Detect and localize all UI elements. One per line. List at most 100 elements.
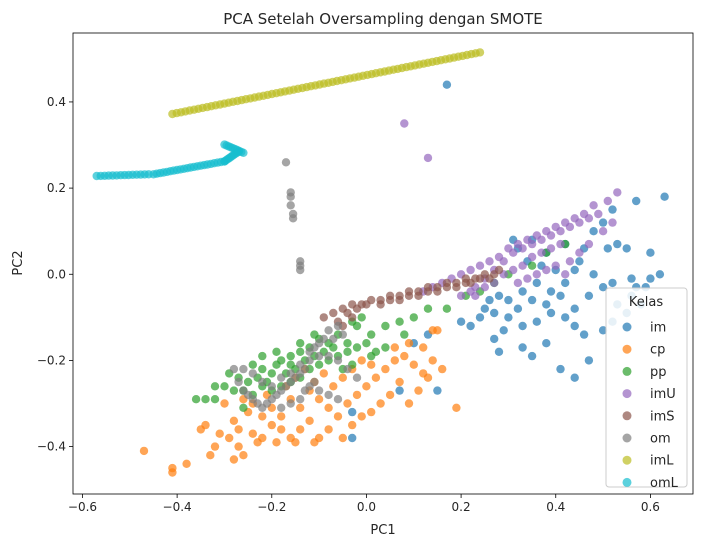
point-imU xyxy=(598,227,608,236)
point-cp xyxy=(452,403,461,412)
series-imU xyxy=(400,119,622,300)
point-pp xyxy=(329,343,338,352)
series-imS xyxy=(319,265,504,331)
point-pp xyxy=(343,339,352,348)
point-pp xyxy=(362,339,371,348)
point-cp xyxy=(381,364,390,374)
point-cp xyxy=(329,382,338,391)
point-imS xyxy=(376,300,385,309)
point-im xyxy=(532,278,541,288)
point-imU xyxy=(499,257,508,266)
point-im xyxy=(527,351,537,361)
point-cp xyxy=(229,455,239,464)
point-imU xyxy=(523,274,532,283)
point-cp xyxy=(404,399,414,408)
point-cp xyxy=(428,356,437,365)
point-om xyxy=(324,326,333,335)
point-imS xyxy=(385,295,395,305)
point-imU xyxy=(603,196,612,206)
point-imU xyxy=(556,239,565,249)
point-om xyxy=(248,369,257,378)
point-cp xyxy=(215,429,224,438)
point-imU xyxy=(509,265,518,275)
point-cp xyxy=(357,356,366,365)
point-cp xyxy=(319,369,328,378)
point-imS xyxy=(414,291,423,300)
point-im xyxy=(584,356,594,365)
legend-marker-imL xyxy=(622,455,632,465)
point-im xyxy=(589,227,598,236)
point-pp xyxy=(381,343,390,352)
point-im xyxy=(494,291,504,300)
point-imU xyxy=(532,270,541,279)
legend-marker-imU xyxy=(622,389,632,399)
point-cp xyxy=(253,438,262,447)
point-pp xyxy=(367,351,376,361)
point-imU xyxy=(556,227,565,236)
point-imU xyxy=(471,291,480,300)
point-cp xyxy=(433,326,442,335)
point-cp xyxy=(277,412,286,421)
point-cp xyxy=(338,433,347,443)
point-imU xyxy=(513,278,523,288)
series-pp xyxy=(191,239,570,412)
point-im xyxy=(456,317,466,326)
y-tick-label: −0.2 xyxy=(37,353,66,367)
point-om xyxy=(288,214,298,223)
y-axis-label: PC2 xyxy=(11,250,26,275)
point-om xyxy=(286,399,295,408)
point-imU xyxy=(485,257,494,266)
point-imS xyxy=(319,313,328,322)
x-tick-label: −0.6 xyxy=(68,500,97,514)
legend-label-imL: imL xyxy=(650,454,674,469)
point-im xyxy=(485,295,494,305)
series-om xyxy=(229,158,362,412)
point-cp xyxy=(438,364,447,374)
point-im xyxy=(603,244,612,253)
point-imU xyxy=(546,244,556,253)
point-imU xyxy=(527,252,537,262)
point-om xyxy=(229,364,239,374)
legend-label-im: im xyxy=(650,321,666,336)
legend-marker-imS xyxy=(622,411,632,421)
point-imU xyxy=(475,261,485,270)
point-cp xyxy=(390,343,399,352)
point-im xyxy=(622,244,631,253)
point-im xyxy=(632,196,641,206)
point-cp xyxy=(362,382,371,391)
point-im xyxy=(575,257,584,266)
point-imS xyxy=(466,278,475,288)
point-im xyxy=(513,304,523,313)
x-tick-label: 0.4 xyxy=(546,500,565,514)
point-imU xyxy=(613,188,622,197)
point-im xyxy=(655,270,665,279)
legend-label-pp: pp xyxy=(650,365,667,380)
point-imS xyxy=(433,287,442,296)
legend-marker-omL xyxy=(622,477,632,487)
point-im xyxy=(570,321,579,331)
point-im xyxy=(542,300,551,309)
point-om xyxy=(277,403,286,412)
point-cp xyxy=(239,451,248,460)
point-pp xyxy=(239,403,248,412)
point-imS xyxy=(352,304,362,313)
legend: Kelas im cp pp imU imS om imL omL xyxy=(605,287,688,491)
point-im xyxy=(348,407,357,417)
point-imU xyxy=(542,265,551,275)
point-pp xyxy=(409,313,418,322)
point-om xyxy=(338,330,347,339)
point-im xyxy=(466,321,475,331)
point-im xyxy=(442,80,452,89)
point-imU xyxy=(594,209,603,219)
point-imU xyxy=(423,153,433,163)
point-im xyxy=(527,295,537,305)
x-tick-label: 0.6 xyxy=(641,500,660,514)
point-im xyxy=(518,287,527,296)
point-cp xyxy=(376,399,385,408)
point-cp xyxy=(248,429,257,438)
point-cp xyxy=(206,451,215,460)
point-om xyxy=(267,382,276,391)
point-cp xyxy=(423,373,433,382)
point-pp xyxy=(229,386,239,395)
point-pp xyxy=(395,317,404,326)
